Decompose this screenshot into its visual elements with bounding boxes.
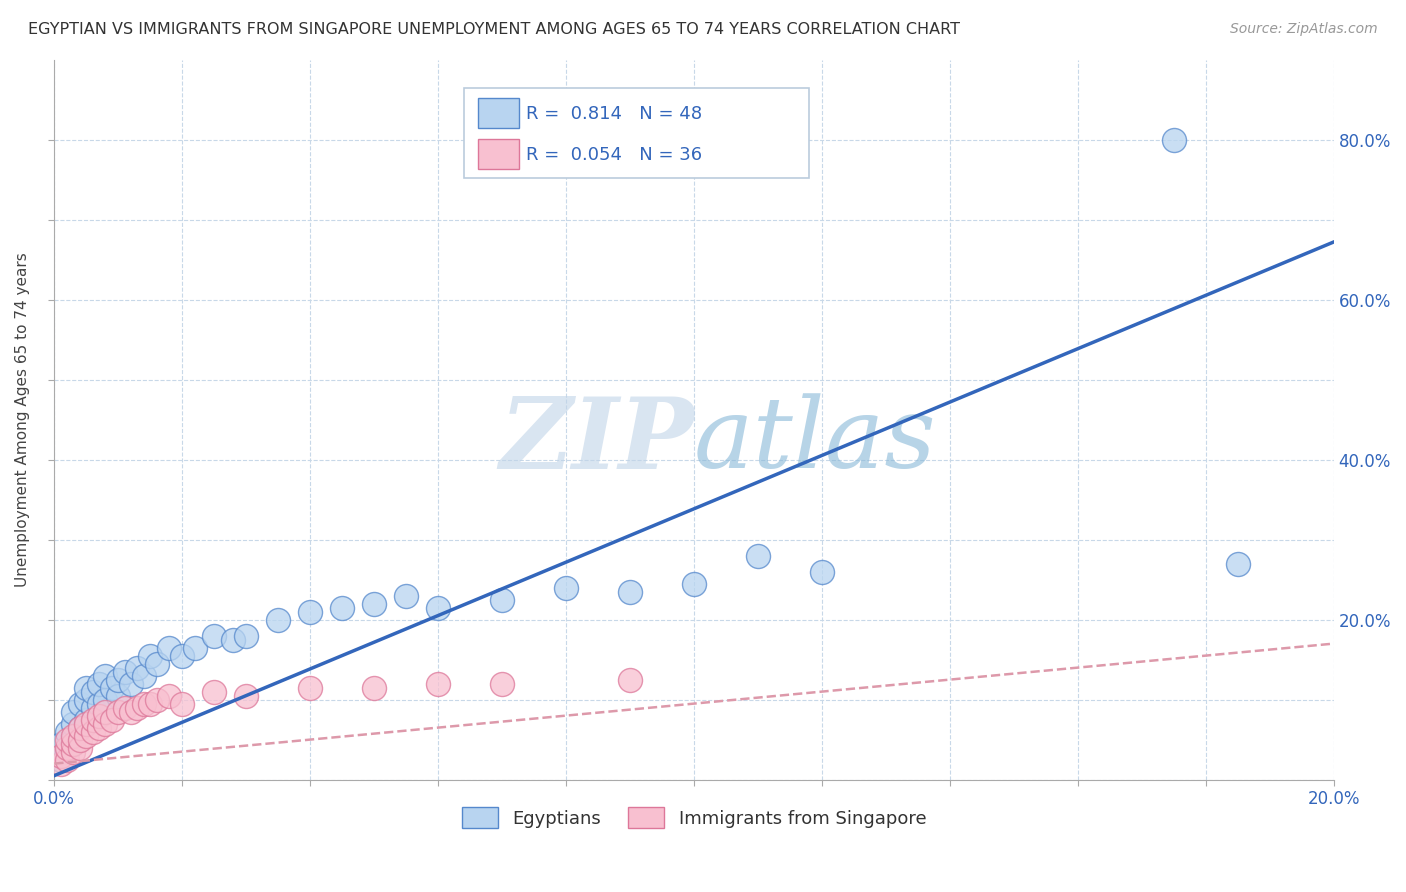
Point [491,676,513,690]
Y-axis label: Unemployment Among Ages 65 to 74 years: Unemployment Among Ages 65 to 74 years [15,252,30,587]
Point [363,597,385,611]
Point [363,681,385,695]
Point [159,689,181,703]
FancyBboxPatch shape [478,98,519,128]
Point [427,600,450,615]
Point [87,721,110,735]
Point [299,605,322,619]
Point [82,724,104,739]
Point [82,700,104,714]
FancyBboxPatch shape [478,139,519,169]
Text: EGYPTIAN VS IMMIGRANTS FROM SINGAPORE UNEMPLOYMENT AMONG AGES 65 TO 74 YEARS COR: EGYPTIAN VS IMMIGRANTS FROM SINGAPORE UN… [28,22,960,37]
Point [75,729,97,743]
Point [427,676,450,690]
Point [62,745,84,759]
Point [619,673,641,687]
Point [107,689,129,703]
Point [62,705,84,719]
Point [491,592,513,607]
Point [107,705,129,719]
Point [75,681,97,695]
Point [747,549,769,563]
Point [49,756,72,771]
Point [62,737,84,751]
Point [94,668,117,682]
Point [127,700,149,714]
Point [49,737,72,751]
Point [145,657,167,671]
Point [235,629,257,643]
Point [184,640,207,655]
Text: ZIP: ZIP [499,393,695,490]
Point [75,713,97,727]
Point [132,697,155,711]
Point [56,732,79,747]
Point [94,716,117,731]
Point [235,689,257,703]
Point [56,740,79,755]
Point [172,648,194,663]
Point [101,681,124,695]
Point [87,708,110,723]
Point [62,716,84,731]
Point [82,684,104,698]
Point [69,697,91,711]
Point [222,632,245,647]
Point [69,732,91,747]
Point [62,732,84,747]
Point [94,692,117,706]
Point [267,613,290,627]
Point [56,745,79,759]
Point [619,584,641,599]
Point [69,721,91,735]
Point [330,600,353,615]
Point [172,697,194,711]
Point [101,713,124,727]
Point [139,697,162,711]
Point [75,692,97,706]
FancyBboxPatch shape [464,88,808,178]
Point [202,629,225,643]
Point [56,724,79,739]
Point [811,565,834,579]
Point [127,660,149,674]
Point [395,589,418,603]
Text: Source: ZipAtlas.com: Source: ZipAtlas.com [1230,22,1378,37]
Point [107,673,129,687]
Point [145,692,167,706]
Point [69,740,91,755]
Point [49,748,72,763]
Point [56,753,79,767]
Point [94,705,117,719]
Point [82,713,104,727]
Point [114,700,136,714]
Point [1163,133,1185,147]
Point [87,697,110,711]
Legend: Egyptians, Immigrants from Singapore: Egyptians, Immigrants from Singapore [454,800,934,836]
Text: R =  0.814   N = 48: R = 0.814 N = 48 [526,104,703,122]
Point [62,729,84,743]
Point [120,705,142,719]
Point [69,721,91,735]
Point [49,753,72,767]
Point [87,676,110,690]
Text: R =  0.054   N = 36: R = 0.054 N = 36 [526,145,703,163]
Point [683,576,706,591]
Point [120,676,142,690]
Point [114,665,136,679]
Point [299,681,322,695]
Point [555,581,578,595]
Point [555,133,578,147]
Point [132,668,155,682]
Text: atlas: atlas [695,393,936,489]
Point [139,648,162,663]
Point [159,640,181,655]
Point [1226,557,1249,571]
Point [202,684,225,698]
Point [75,716,97,731]
